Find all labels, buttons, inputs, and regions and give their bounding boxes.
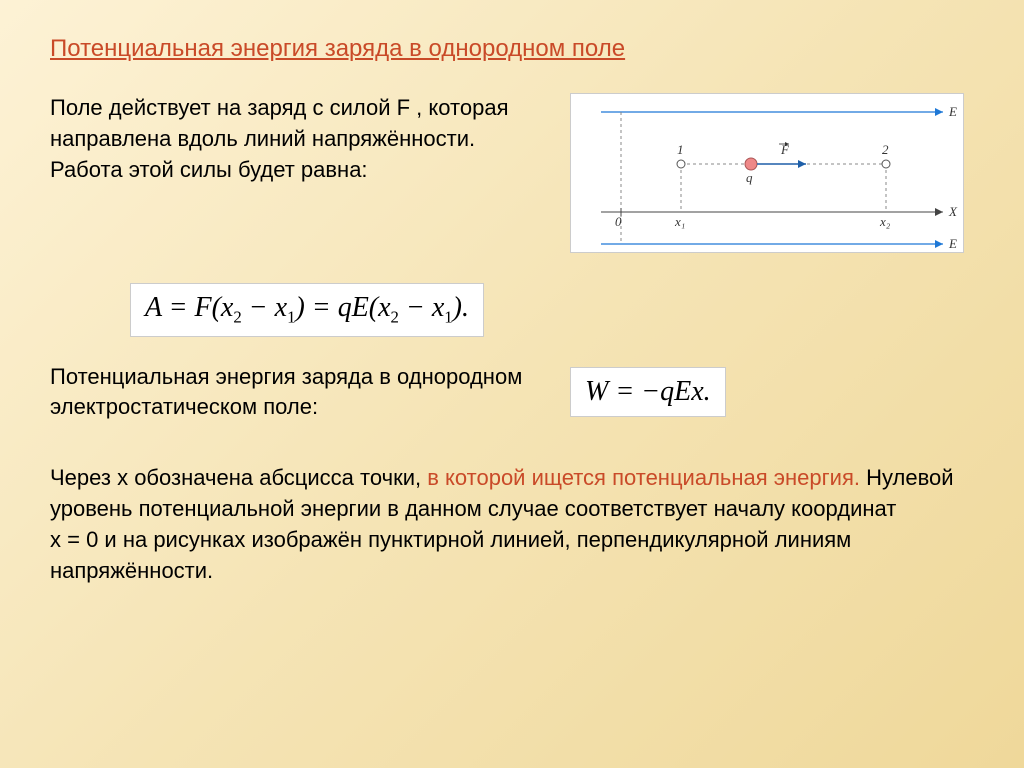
formula-pe-text: W = −qEx. [585,376,711,407]
formula-work: A = F(x2 − x1) = qE(x2 − x1). [130,283,484,337]
label-x2: x₂ [879,214,891,229]
formula-work-text: A = F(x2 − x1) = qE(x2 − x1). [145,292,469,323]
label-1: 1 [677,142,684,157]
pe-paragraph: Потенциальная энергия заряда в однородно… [50,362,530,424]
row-pe: Потенциальная энергия заряда в однородно… [50,362,974,424]
p3-d: x = 0 и на рисунках изображён пунктирной… [50,527,851,583]
intro-paragraph: Поле действует на заряд с силой F , кото… [50,93,540,253]
page-title: Потенциальная энергия заряда в однородно… [50,35,974,63]
label-q: q [746,170,753,185]
formula-pe: W = −qEx. [570,367,726,417]
p3-highlight: в которой ищется потенциальная энергия. [427,465,860,490]
explanation-paragraph: Через х обозначена абсцисса точки, в кот… [50,463,974,586]
field-diagram-svg: E 1 q F 2 0 x₁ [571,94,965,254]
label-2: 2 [882,142,889,157]
row-intro: Поле действует на заряд с силой F , кото… [50,93,974,253]
label-0: 0 [615,214,622,229]
label-x1: x₁ [674,214,685,229]
field-diagram: E 1 q F 2 0 x₁ [570,93,964,253]
p3-a: Через х обозначена абсцисса точки, [50,465,427,490]
label-X: X [948,204,958,219]
label-E-bot: E [948,236,957,251]
label-E-top: E [948,104,957,119]
